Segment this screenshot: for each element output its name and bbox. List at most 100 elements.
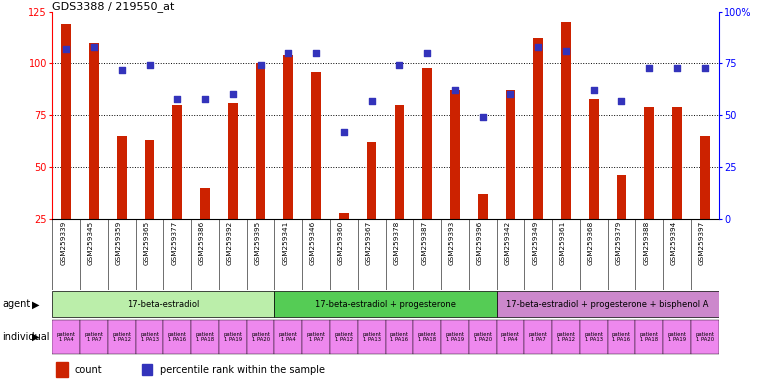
Bar <box>339 213 348 271</box>
Point <box>476 114 489 120</box>
Bar <box>423 68 432 271</box>
Bar <box>367 142 376 271</box>
Bar <box>478 194 487 271</box>
Text: GSM259392: GSM259392 <box>227 221 233 265</box>
Text: patient
1 PA16: patient 1 PA16 <box>168 331 187 343</box>
Bar <box>108 320 136 354</box>
Point <box>643 65 655 71</box>
Bar <box>284 55 293 271</box>
Bar <box>580 320 608 354</box>
Point <box>171 96 183 102</box>
Bar <box>163 320 191 354</box>
Bar <box>672 107 682 271</box>
Bar <box>450 90 460 271</box>
Bar <box>608 320 635 354</box>
Bar <box>635 320 663 354</box>
Text: patient
1 PA4: patient 1 PA4 <box>279 331 298 343</box>
Bar <box>136 320 163 354</box>
Bar <box>302 320 330 354</box>
Bar <box>219 320 247 354</box>
Bar <box>395 105 404 271</box>
Bar <box>561 22 571 271</box>
Text: GSM259368: GSM259368 <box>588 221 594 265</box>
Text: GSM259345: GSM259345 <box>88 221 94 265</box>
Bar <box>524 320 552 354</box>
Bar <box>645 107 654 271</box>
Bar <box>386 320 413 354</box>
Text: patient
1 PA4: patient 1 PA4 <box>57 331 76 343</box>
Bar <box>589 99 598 271</box>
Bar <box>663 320 691 354</box>
Bar <box>441 320 469 354</box>
Text: GSM259397: GSM259397 <box>699 221 705 265</box>
Text: GSM259339: GSM259339 <box>60 221 66 265</box>
Point <box>393 62 406 68</box>
Point <box>421 50 433 56</box>
Text: patient
1 PA18: patient 1 PA18 <box>640 331 658 343</box>
Text: ▶: ▶ <box>32 299 40 310</box>
Text: patient
1 PA4: patient 1 PA4 <box>501 331 520 343</box>
Text: GDS3388 / 219550_at: GDS3388 / 219550_at <box>52 1 175 12</box>
Text: patient
1 PA19: patient 1 PA19 <box>224 331 242 343</box>
Bar <box>274 320 302 354</box>
Point <box>338 129 350 135</box>
Text: GSM259379: GSM259379 <box>615 221 621 265</box>
Bar <box>247 320 274 354</box>
Text: 17-beta-estradiol + progesterone: 17-beta-estradiol + progesterone <box>315 300 456 309</box>
Text: GSM259360: GSM259360 <box>338 221 344 265</box>
Text: GSM259359: GSM259359 <box>116 221 122 265</box>
Text: patient
1 PA12: patient 1 PA12 <box>335 331 353 343</box>
Point <box>88 44 100 50</box>
Text: GSM259387: GSM259387 <box>421 221 427 265</box>
Bar <box>311 72 321 271</box>
Bar <box>173 105 182 271</box>
Text: patient
1 PA19: patient 1 PA19 <box>668 331 686 343</box>
Text: patient
1 PA16: patient 1 PA16 <box>612 331 631 343</box>
Bar <box>143 364 153 376</box>
Text: 17-beta-estradiol: 17-beta-estradiol <box>127 300 200 309</box>
Text: patient
1 PA12: patient 1 PA12 <box>113 331 131 343</box>
Bar <box>274 291 497 317</box>
Text: patient
1 PA20: patient 1 PA20 <box>473 331 492 343</box>
Point <box>254 62 267 68</box>
Point <box>504 91 517 98</box>
Point <box>143 62 156 68</box>
Bar <box>52 291 274 317</box>
Text: patient
1 PA20: patient 1 PA20 <box>695 331 714 343</box>
Text: GSM259386: GSM259386 <box>199 221 205 265</box>
Bar <box>469 320 497 354</box>
Point <box>227 91 239 98</box>
Text: patient
1 PA13: patient 1 PA13 <box>362 331 381 343</box>
Bar <box>52 320 80 354</box>
Text: patient
1 PA7: patient 1 PA7 <box>307 331 325 343</box>
Bar <box>256 63 265 271</box>
Bar <box>534 38 543 271</box>
Text: patient
1 PA19: patient 1 PA19 <box>446 331 464 343</box>
Text: GSM259367: GSM259367 <box>365 221 372 265</box>
Text: GSM259394: GSM259394 <box>671 221 677 265</box>
Bar <box>191 320 219 354</box>
Bar <box>358 320 386 354</box>
Bar <box>413 320 441 354</box>
Text: GSM259378: GSM259378 <box>393 221 399 265</box>
Text: GSM259341: GSM259341 <box>282 221 288 265</box>
Point <box>560 48 572 54</box>
Bar <box>62 24 71 271</box>
Text: GSM259365: GSM259365 <box>143 221 150 265</box>
Text: agent: agent <box>2 299 31 310</box>
Text: GSM259395: GSM259395 <box>254 221 261 265</box>
Bar <box>330 320 358 354</box>
Bar <box>200 188 210 271</box>
Text: GSM259393: GSM259393 <box>449 221 455 265</box>
Bar <box>89 43 99 271</box>
Text: patient
1 PA18: patient 1 PA18 <box>196 331 214 343</box>
Text: patient
1 PA7: patient 1 PA7 <box>85 331 103 343</box>
Text: GSM259396: GSM259396 <box>476 221 483 265</box>
Point <box>310 50 322 56</box>
Bar <box>145 140 154 271</box>
Text: GSM259342: GSM259342 <box>504 221 510 265</box>
Bar <box>700 136 709 271</box>
Text: count: count <box>75 364 102 375</box>
Text: GSM259388: GSM259388 <box>643 221 649 265</box>
Bar <box>497 291 719 317</box>
